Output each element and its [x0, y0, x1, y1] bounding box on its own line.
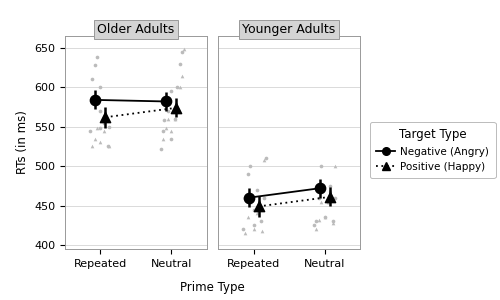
Point: [256, 219, 264, 224]
Point: [260, 195, 268, 200]
Point: [310, 223, 318, 228]
Point: [171, 116, 179, 121]
Point: [315, 218, 323, 222]
Point: [244, 215, 252, 220]
Point: [100, 120, 108, 125]
Text: Prime Type: Prime Type: [180, 281, 245, 295]
Point: [162, 126, 170, 131]
Point: [260, 158, 268, 162]
Point: [253, 211, 261, 216]
Point: [180, 47, 188, 52]
Point: [168, 136, 175, 141]
Point: [324, 199, 332, 204]
Point: [250, 223, 258, 228]
Point: [96, 126, 104, 131]
Point: [171, 116, 179, 121]
Point: [326, 194, 334, 199]
Point: [93, 55, 101, 60]
Point: [105, 124, 113, 129]
Point: [178, 50, 186, 54]
Point: [241, 195, 249, 200]
Title: Younger Adults: Younger Adults: [242, 23, 336, 36]
Point: [329, 220, 337, 225]
Point: [254, 204, 262, 209]
Point: [176, 85, 184, 90]
Point: [178, 74, 186, 79]
Point: [96, 85, 104, 90]
Point: [162, 99, 170, 104]
Point: [88, 77, 96, 82]
Title: Older Adults: Older Adults: [98, 23, 174, 36]
Point: [258, 229, 266, 233]
Point: [160, 118, 168, 123]
Point: [250, 207, 258, 212]
Point: [159, 128, 167, 133]
Legend: Negative (Angry), Positive (Happy): Negative (Angry), Positive (Happy): [370, 122, 496, 178]
Point: [168, 128, 175, 133]
Point: [91, 136, 99, 141]
Point: [173, 85, 181, 90]
Point: [331, 164, 339, 169]
Point: [156, 146, 164, 151]
Point: [100, 128, 108, 133]
Point: [317, 199, 325, 204]
Point: [326, 188, 334, 192]
Point: [96, 140, 104, 145]
Point: [241, 231, 249, 236]
Point: [159, 136, 167, 141]
Point: [316, 186, 324, 191]
Point: [329, 219, 337, 224]
Y-axis label: RTs (in ms): RTs (in ms): [16, 111, 28, 174]
Point: [164, 116, 172, 121]
Point: [168, 89, 175, 94]
Point: [176, 61, 184, 66]
Point: [244, 172, 252, 176]
Point: [320, 215, 328, 220]
Point: [324, 199, 332, 204]
Point: [93, 126, 101, 131]
Point: [96, 109, 104, 113]
Point: [104, 144, 112, 149]
Point: [331, 195, 339, 200]
Point: [102, 118, 110, 123]
Point: [246, 164, 254, 169]
Point: [239, 227, 247, 232]
Point: [256, 199, 264, 204]
Point: [262, 156, 270, 161]
Point: [246, 199, 254, 204]
Point: [88, 144, 96, 149]
Point: [173, 105, 181, 110]
Point: [253, 188, 261, 192]
Point: [250, 227, 258, 232]
Point: [320, 215, 328, 220]
Point: [105, 144, 113, 149]
Point: [315, 195, 323, 200]
Point: [312, 219, 320, 224]
Point: [244, 195, 252, 200]
Point: [102, 115, 110, 120]
Point: [92, 98, 100, 102]
Point: [172, 105, 180, 110]
Point: [164, 109, 172, 113]
Point: [326, 184, 334, 188]
Point: [91, 63, 99, 68]
Point: [312, 227, 320, 232]
Point: [317, 164, 325, 169]
Point: [86, 128, 94, 133]
